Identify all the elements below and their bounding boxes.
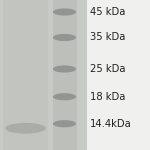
FancyBboxPatch shape (86, 0, 150, 150)
Ellipse shape (53, 8, 76, 16)
Text: 18 kDa: 18 kDa (90, 92, 125, 102)
FancyBboxPatch shape (52, 0, 76, 150)
Text: 14.4kDa: 14.4kDa (90, 119, 132, 129)
Text: 35 kDa: 35 kDa (90, 33, 125, 42)
Ellipse shape (5, 123, 46, 134)
Ellipse shape (53, 65, 76, 73)
Text: 45 kDa: 45 kDa (90, 7, 125, 17)
FancyBboxPatch shape (3, 0, 48, 150)
Text: 25 kDa: 25 kDa (90, 64, 126, 74)
Ellipse shape (53, 34, 76, 41)
Ellipse shape (53, 120, 76, 127)
Ellipse shape (53, 93, 76, 100)
